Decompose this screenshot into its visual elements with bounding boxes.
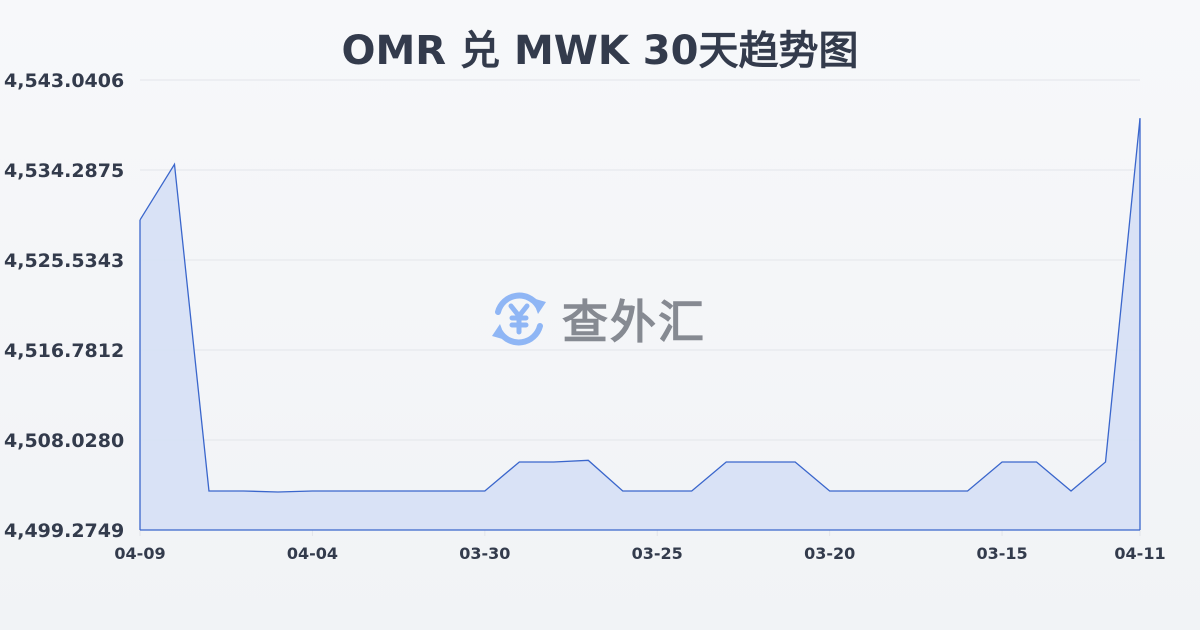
chart-title: OMR 兑 MWK 30天趋势图 xyxy=(341,28,859,74)
yen-exchange-icon xyxy=(492,292,546,346)
x-tick-label: 04-11 xyxy=(1114,544,1165,563)
y-tick-label: 4,508.0280 xyxy=(4,430,124,452)
watermark: 查外汇 xyxy=(488,286,706,352)
x-tick-label: 04-04 xyxy=(287,544,338,563)
y-tick-label: 4,543.0406 xyxy=(4,70,124,92)
watermark-text: 查外汇 xyxy=(562,295,706,349)
y-tick-label: 4,516.7812 xyxy=(4,340,124,362)
area-fill xyxy=(140,118,1140,530)
x-tick-label: 03-15 xyxy=(976,544,1027,563)
x-tick-label: 03-25 xyxy=(632,544,683,563)
x-tick-label: 03-30 xyxy=(459,544,510,563)
x-tick-label: 03-20 xyxy=(804,544,855,563)
y-tick-label: 4,525.5343 xyxy=(4,250,124,272)
y-tick-label: 4,499.2749 xyxy=(4,520,124,542)
x-tick-label: 04-09 xyxy=(114,544,165,563)
y-tick-label: 4,534.2875 xyxy=(4,160,124,182)
series-line xyxy=(139,118,1141,493)
